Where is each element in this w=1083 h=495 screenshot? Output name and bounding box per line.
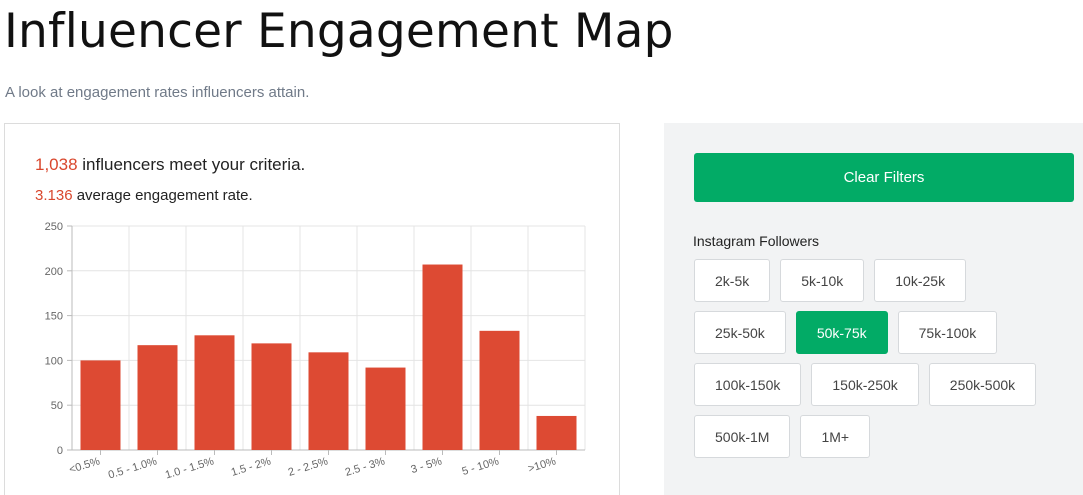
filter-chip[interactable]: 75k-100k	[897, 311, 998, 354]
x-tick-label: 2.5 - 3%	[344, 455, 387, 479]
y-tick-label: 200	[45, 266, 63, 278]
filter-row: 2k-5k 5k-10k 10k-25k	[694, 259, 1079, 302]
x-tick-label: 3 - 5%	[409, 455, 443, 476]
y-tick-label: 50	[51, 400, 63, 412]
y-tick-label: 150	[45, 311, 63, 323]
filter-row: 500k-1M 1M+	[694, 415, 1079, 458]
x-tick-label: <0.5%	[68, 455, 102, 476]
y-tick-label: 250	[45, 221, 63, 233]
bar	[194, 335, 235, 450]
clear-filters-button[interactable]: Clear Filters	[694, 153, 1074, 202]
filter-row: 25k-50k 50k-75k 75k-100k	[694, 311, 1079, 354]
bar	[479, 330, 520, 450]
y-tick-label: 100	[45, 355, 63, 367]
avg-engagement-label: average engagement rate.	[72, 187, 253, 204]
filter-chip[interactable]: 10k-25k	[874, 259, 967, 302]
filter-chip[interactable]: 150k-250k	[811, 363, 919, 406]
filter-chip[interactable]: 100k-150k	[694, 363, 802, 406]
filter-row: 100k-150k 150k-250k 250k-500k	[694, 363, 1079, 406]
influencer-count-label: influencers meet your criteria.	[77, 155, 306, 174]
avg-engagement-line: 3.136 average engagement rate.	[35, 187, 253, 204]
filter-chip[interactable]: 25k-50k	[694, 311, 786, 354]
y-tick-label: 0	[57, 445, 63, 457]
x-tick-label: 2 - 2.5%	[287, 455, 330, 479]
filter-chip[interactable]: 500k-1M	[694, 415, 791, 458]
page-subtitle: A look at engagement rates influencers a…	[5, 84, 310, 101]
x-tick-label: >10%	[527, 455, 558, 475]
filter-chip[interactable]: 2k-5k	[694, 259, 771, 302]
avg-engagement-value: 3.136	[35, 187, 73, 204]
bar	[137, 345, 178, 450]
follower-filter-grid: 2k-5k 5k-10k 10k-25k 25k-50k 50k-75k 75k-100k…	[694, 259, 1079, 467]
chart-card: 1,038 influencers meet your criteria. 3.…	[4, 123, 620, 495]
x-tick-label: 1.0 - 1.5%	[164, 455, 216, 481]
instagram-followers-heading: Instagram Followers	[693, 233, 820, 249]
bar	[536, 415, 577, 450]
bar	[422, 264, 463, 450]
influencer-count: 1,038	[35, 155, 78, 174]
bar	[365, 367, 406, 450]
x-tick-label: 0.5 - 1.0%	[107, 455, 159, 481]
bar	[308, 352, 349, 450]
influencer-count-line: 1,038 influencers meet your criteria.	[35, 155, 305, 175]
filter-chip[interactable]: 1M+	[800, 415, 871, 458]
bar	[251, 343, 292, 450]
filter-chip[interactable]: 250k-500k	[928, 363, 1037, 406]
filter-chip[interactable]: 50k-75k	[795, 311, 888, 354]
x-tick-label: 5 - 10%	[461, 455, 501, 478]
engagement-bar-chart: 0 50 100 150 200 250 <0.5% 0.5 - 1.0% 1.0 - 1.5%…	[45, 221, 586, 482]
x-tick-label: 1.5 - 2%	[230, 455, 273, 479]
filter-chip[interactable]: 5k-10k	[780, 259, 865, 302]
bar	[80, 360, 121, 450]
page-title: Influencer Engagement Map	[4, 4, 674, 59]
filter-panel: Clear Filters Instagram Followers 2k-5k 5…	[664, 123, 1083, 495]
